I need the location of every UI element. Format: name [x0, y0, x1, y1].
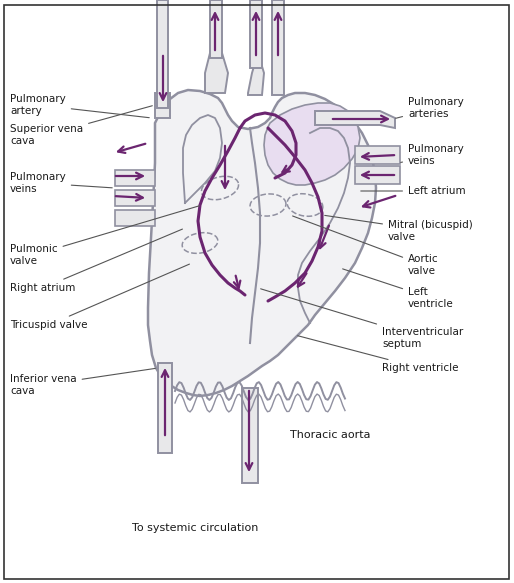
Polygon shape	[205, 38, 228, 93]
Text: Interventricular
septum: Interventricular septum	[261, 289, 463, 349]
Polygon shape	[115, 190, 155, 206]
Text: Pulmonary
veins: Pulmonary veins	[401, 144, 464, 166]
Text: Superior vena
cava: Superior vena cava	[10, 106, 152, 146]
Text: Pulmonary
artery: Pulmonary artery	[10, 94, 149, 118]
Polygon shape	[115, 170, 155, 186]
Polygon shape	[355, 146, 400, 164]
Text: Thoracic aorta: Thoracic aorta	[290, 430, 371, 440]
Polygon shape	[250, 0, 262, 68]
Polygon shape	[272, 0, 284, 95]
Polygon shape	[210, 0, 222, 58]
Polygon shape	[155, 93, 170, 118]
Polygon shape	[264, 103, 360, 185]
Polygon shape	[148, 90, 376, 396]
Text: To systemic circulation: To systemic circulation	[132, 523, 258, 533]
Polygon shape	[157, 0, 168, 108]
Polygon shape	[355, 166, 400, 184]
Polygon shape	[158, 363, 172, 453]
Text: Pulmonic
valve: Pulmonic valve	[10, 206, 199, 266]
Text: Pulmonary
veins: Pulmonary veins	[10, 172, 112, 194]
Text: Inferior vena
cava: Inferior vena cava	[10, 368, 155, 396]
Text: Right ventricle: Right ventricle	[298, 336, 458, 373]
Text: Left
ventricle: Left ventricle	[343, 269, 454, 309]
Polygon shape	[248, 53, 264, 95]
Text: Aortic
valve: Aortic valve	[292, 216, 438, 276]
Text: Pulmonary
arteries: Pulmonary arteries	[396, 97, 464, 119]
Polygon shape	[115, 210, 155, 226]
Text: Right atrium: Right atrium	[10, 229, 182, 293]
Polygon shape	[242, 388, 258, 483]
Polygon shape	[315, 111, 395, 128]
Text: Left atrium: Left atrium	[361, 186, 466, 196]
Text: Mitral (bicuspid)
valve: Mitral (bicuspid) valve	[325, 215, 473, 242]
Text: Tricuspid valve: Tricuspid valve	[10, 264, 190, 330]
